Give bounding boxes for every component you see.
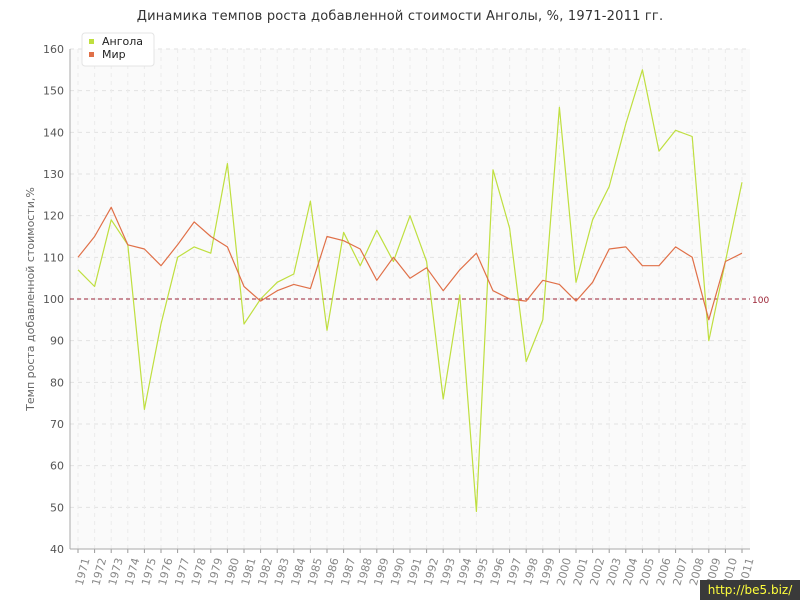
- series-line: [77, 69, 743, 513]
- legend-marker: [89, 39, 94, 44]
- legend: [81, 32, 155, 67]
- legend-label: Ангола: [102, 35, 143, 48]
- chart-title: Динамика темпов роста добавленной стоимо…: [136, 9, 664, 24]
- y-tick-label: 110: [43, 251, 64, 264]
- legend-label: Мир: [102, 48, 126, 61]
- y-tick-label: 40: [50, 543, 64, 556]
- watermark[interactable]: http://be5.biz/: [700, 580, 800, 600]
- y-tick-label: 120: [43, 210, 64, 223]
- series-line: [77, 206, 743, 321]
- y-tick-label: 70: [50, 418, 64, 431]
- y-tick-label: 150: [43, 85, 64, 98]
- y-tick-label: 90: [50, 335, 64, 348]
- reference-line-label: 100: [752, 296, 769, 306]
- y-tick-label: 160: [43, 43, 64, 56]
- y-tick-label: 60: [50, 460, 64, 473]
- legend-marker: [89, 52, 94, 57]
- y-tick-label: 50: [50, 501, 64, 514]
- y-tick-label: 100: [43, 293, 64, 306]
- y-tick-label: 130: [43, 168, 64, 181]
- y-tick-label: 140: [43, 126, 64, 139]
- y-axis-label: Темп роста добавленной стоимости,%: [24, 187, 37, 412]
- y-tick-label: 80: [50, 376, 64, 389]
